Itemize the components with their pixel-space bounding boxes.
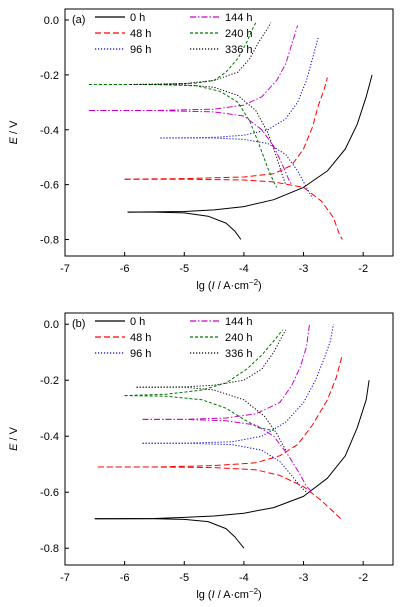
x-title-unit: / A·cm [215, 589, 249, 601]
series-line-0h-cathodic [94, 518, 245, 549]
y-title-unit: / V [8, 120, 20, 137]
legend-label: 144 h [225, 12, 253, 24]
panel-a-y-axis-title: E / V [8, 120, 20, 145]
series-line-144h-anodic [88, 25, 299, 111]
x-tick-label: -5 [179, 263, 189, 275]
x-tick-label: -7 [60, 572, 70, 584]
series-line-144h-anodic [142, 324, 310, 420]
panel-b: -7 -6 -5 -4 -3 -2 -0.8 -0.6 -0.4 -0.2 0.0 (b) 0 h 4… [8, 312, 394, 602]
legend-label: 240 h [225, 28, 253, 40]
series-line-240h-cathodic [88, 84, 278, 188]
x-title-variable: I [212, 280, 215, 292]
legend-label: 144 h [225, 316, 253, 328]
panel-a: -7 -6 -5 -4 -3 -2 -0.8 -0.6 -0.4 -0.2 0.0 (a) 0 h 4… [8, 8, 394, 293]
series-line-336h-anodic [130, 22, 272, 85]
x-title-prefix: lg ( [196, 589, 212, 601]
x-tick-label: -4 [239, 263, 249, 275]
panel-b-legend: 0 h 48 h 96 h 144 h 240 h 336 h [95, 316, 253, 360]
panel-a-axis-ticks: -7 -6 -5 -4 -3 -2 -0.8 -0.6 -0.4 -0.2 0.0 [40, 15, 368, 275]
series-line-144h-cathodic [142, 418, 313, 493]
legend-label: 336 h [225, 348, 253, 360]
series-line-240h-cathodic [124, 395, 274, 432]
series-line-96h-cathodic [142, 442, 307, 493]
legend-label: 0 h [130, 12, 145, 24]
x-title-suffix: ) [258, 280, 262, 292]
panel-b-axis-ticks: -7 -6 -5 -4 -3 -2 -0.8 -0.6 -0.4 -0.2 0.0 [40, 319, 368, 584]
x-tick-label: -2 [358, 572, 368, 584]
series-line-48h-cathodic [97, 466, 343, 521]
y-tick-label: -0.6 [40, 487, 59, 499]
legend-label: 240 h [225, 332, 253, 344]
panel-b-label: (b) [72, 318, 85, 330]
y-tick-label: 0.0 [44, 15, 59, 27]
x-tick-label: -6 [120, 263, 130, 275]
legend-label: 0 h [130, 316, 145, 328]
panel-b-plot-frame [64, 312, 394, 566]
legend-label: 48 h [130, 332, 151, 344]
x-tick-label: -3 [299, 263, 309, 275]
y-tick-label: -0.8 [40, 543, 59, 555]
y-tick-label: -0.2 [40, 70, 59, 82]
legend-label: 96 h [130, 348, 151, 360]
series-line-0h-anodic [127, 74, 373, 213]
x-title-exponent: −2 [249, 278, 259, 287]
series-line-48h-anodic [97, 354, 343, 468]
panel-a-label: (a) [72, 14, 85, 26]
series-line-144h-cathodic [88, 110, 293, 185]
panel-b-y-axis-title: E / V [8, 426, 20, 451]
y-title-variable: E [8, 443, 20, 451]
legend-label: 96 h [130, 44, 151, 56]
y-tick-label: -0.8 [40, 235, 59, 247]
series-line-96h-cathodic [160, 137, 313, 199]
legend-label: 336 h [225, 44, 253, 56]
x-title-prefix: lg ( [196, 280, 212, 292]
panel-b-series-lines [94, 324, 370, 549]
y-tick-label: -0.4 [40, 125, 59, 137]
series-line-336h-cathodic [130, 84, 287, 185]
series-line-240h-anodic [124, 329, 284, 397]
x-tick-label: -4 [239, 572, 249, 584]
x-title-exponent: −2 [249, 587, 259, 596]
series-line-48h-cathodic [124, 178, 343, 240]
y-tick-label: -0.4 [40, 431, 59, 443]
series-line-336h-cathodic [136, 386, 287, 451]
panel-a-plot-frame [64, 8, 394, 257]
series-line-336h-anodic [136, 329, 287, 388]
legend-label: 48 h [130, 28, 151, 40]
panel-a-legend: 0 h 48 h 96 h 144 h 240 h 336 h [95, 12, 253, 56]
y-tick-label: -0.6 [40, 180, 59, 192]
series-line-96h-anodic [160, 36, 319, 139]
x-tick-label: -2 [358, 263, 368, 275]
x-title-unit: / A·cm [215, 280, 249, 292]
panel-a-series-lines [88, 22, 373, 240]
y-title-unit: / V [8, 426, 20, 443]
series-line-240h-anodic [88, 22, 257, 85]
x-title-variable: I [212, 589, 215, 601]
panel-b-x-axis-title: lg (I / A·cm−2) [196, 587, 261, 602]
x-tick-label: -7 [60, 263, 70, 275]
series-line-0h-cathodic [127, 211, 242, 240]
series-line-48h-anodic [124, 77, 328, 180]
y-title-variable: E [8, 136, 20, 144]
x-tick-label: -3 [299, 572, 309, 584]
x-tick-label: -5 [179, 572, 189, 584]
y-tick-label: -0.2 [40, 375, 59, 387]
series-line-0h-anodic [94, 380, 370, 520]
y-tick-label: 0.0 [44, 319, 59, 331]
x-title-suffix: ) [258, 589, 262, 601]
x-tick-label: -6 [120, 572, 130, 584]
panel-a-x-axis-title: lg (I / A·cm−2) [196, 278, 261, 293]
